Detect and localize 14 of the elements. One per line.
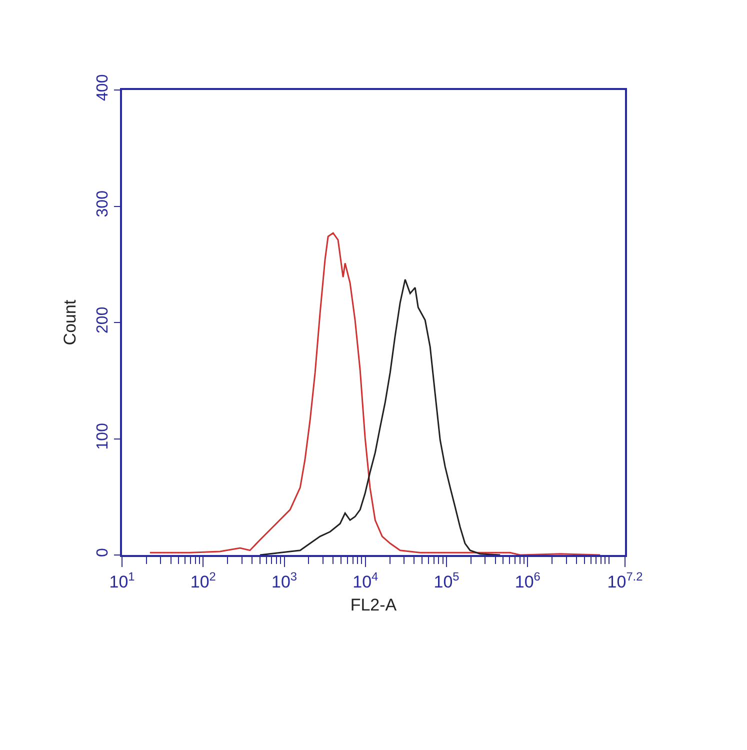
y-tick-label: 300 (94, 190, 112, 218)
x-tick-label: 10$^{7.2}$ (607, 569, 644, 592)
y-tick-label: 0 (94, 548, 112, 558)
y-tick-label: 400 (94, 74, 112, 101)
x-tick-label: 10$^{2}$ (190, 569, 216, 592)
y-tick-label: 200 (94, 306, 112, 334)
x-tick-label: 10$^{1}$ (109, 569, 136, 592)
x-tick-label: 10$^{6}$ (514, 569, 541, 592)
x-tick-label: 10$^{4}$ (352, 569, 379, 592)
x-tick-label: 10$^{5}$ (434, 569, 460, 592)
x-tick-label: 10$^{3}$ (271, 569, 298, 592)
x-axis-title: FL2-A (350, 595, 398, 614)
y-axis-title: Count (60, 300, 80, 346)
y-tick-label: 100 (94, 422, 112, 450)
